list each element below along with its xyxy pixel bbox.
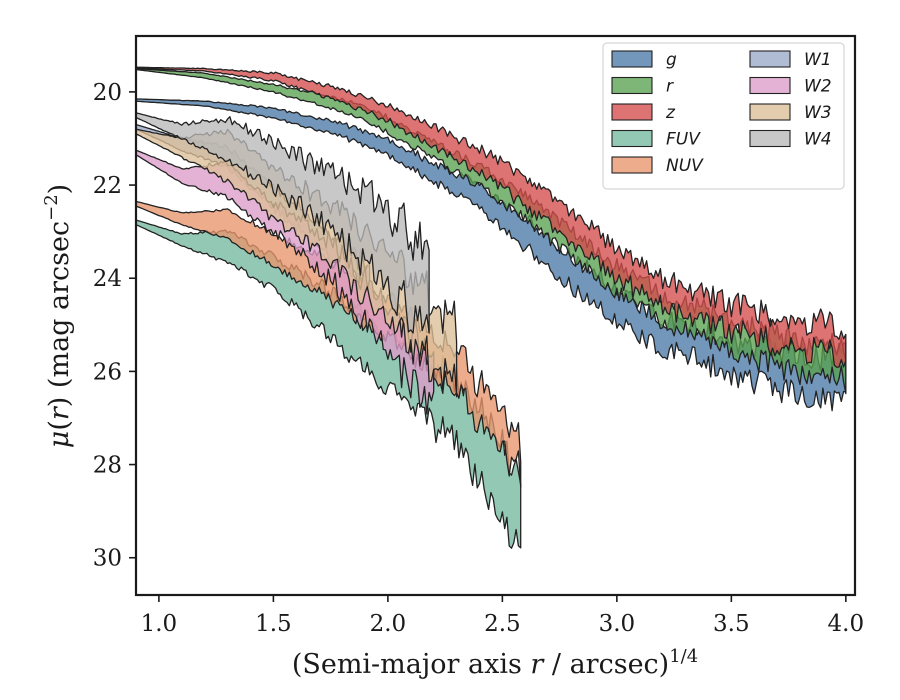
legend-swatch-z bbox=[611, 103, 653, 121]
y-tick-label: 20 bbox=[93, 80, 122, 106]
x-ticks: 1.0 1.5 2.0 2.5 3.0 3.5 4.0 bbox=[141, 595, 865, 637]
y-tick-label: 24 bbox=[93, 266, 122, 292]
x-axis-label: (Semi-major axis r / arcsec)1/4 bbox=[292, 646, 698, 680]
x-tick-label: 4.0 bbox=[828, 611, 865, 637]
legend-swatch-W1 bbox=[749, 50, 791, 68]
x-tick-label: 3.0 bbox=[599, 611, 636, 637]
legend-swatch-r bbox=[611, 76, 653, 95]
y-axis-label-open: ( bbox=[44, 420, 75, 431]
x-tick-label: 2.5 bbox=[484, 611, 521, 637]
legend-label-W4: W4 bbox=[804, 130, 832, 150]
y-axis-label-mu: μ bbox=[44, 431, 75, 449]
legend-swatch-W2 bbox=[749, 76, 791, 95]
band-layer bbox=[136, 66, 847, 549]
legend-label-z: z bbox=[665, 103, 676, 123]
band-W4 bbox=[136, 112, 430, 334]
y-tick-label: 30 bbox=[93, 546, 122, 572]
legend-label-r: r bbox=[666, 77, 674, 97]
x-axis-label-main: (Semi-major axis bbox=[292, 649, 531, 680]
y-ticks: 20 22 24 26 28 30 bbox=[93, 80, 136, 572]
y-tick-label: 22 bbox=[93, 173, 122, 199]
legend-swatch-g bbox=[611, 50, 653, 68]
band-z bbox=[136, 66, 847, 368]
plot-frame bbox=[134, 34, 857, 597]
legend-swatch-NUV bbox=[611, 156, 653, 174]
x-tick-label: 3.5 bbox=[713, 611, 750, 637]
y-axis-label-close: ) bbox=[44, 184, 75, 195]
x-tick-label: 1.0 bbox=[141, 611, 178, 637]
legend: grz FUV NUV W1 W2 W3 W4 bbox=[602, 42, 845, 190]
y-axis-label-sup: −2 bbox=[41, 194, 62, 221]
legend-label-W2: W2 bbox=[804, 77, 832, 97]
x-tick-label: 1.5 bbox=[255, 611, 292, 637]
legend-label-g: g bbox=[666, 50, 677, 70]
legend-swatch-W3 bbox=[749, 103, 791, 121]
x-axis-label-sup: 1/4 bbox=[669, 646, 698, 667]
x-axis-label-var: r bbox=[530, 649, 545, 680]
legend-label-W1: W1 bbox=[804, 50, 832, 70]
x-axis-label-rest: / arcsec) bbox=[543, 649, 669, 680]
legend-label-FUV: FUV bbox=[666, 130, 701, 150]
legend-swatch-W4 bbox=[749, 129, 791, 148]
legend-label-W3: W3 bbox=[804, 103, 832, 123]
y-axis-label-var: r bbox=[44, 405, 75, 420]
x-tick-label: 2.0 bbox=[370, 611, 407, 637]
y-tick-label: 26 bbox=[93, 359, 122, 385]
legend-swatch-FUV bbox=[611, 129, 653, 148]
legend-label-NUV: NUV bbox=[666, 156, 704, 176]
y-axis-label-rest: ) (mag arcsec bbox=[44, 221, 75, 407]
y-axis-label: μ(r) (mag arcsec−2) bbox=[41, 184, 75, 448]
y-tick-label: 28 bbox=[93, 453, 122, 479]
